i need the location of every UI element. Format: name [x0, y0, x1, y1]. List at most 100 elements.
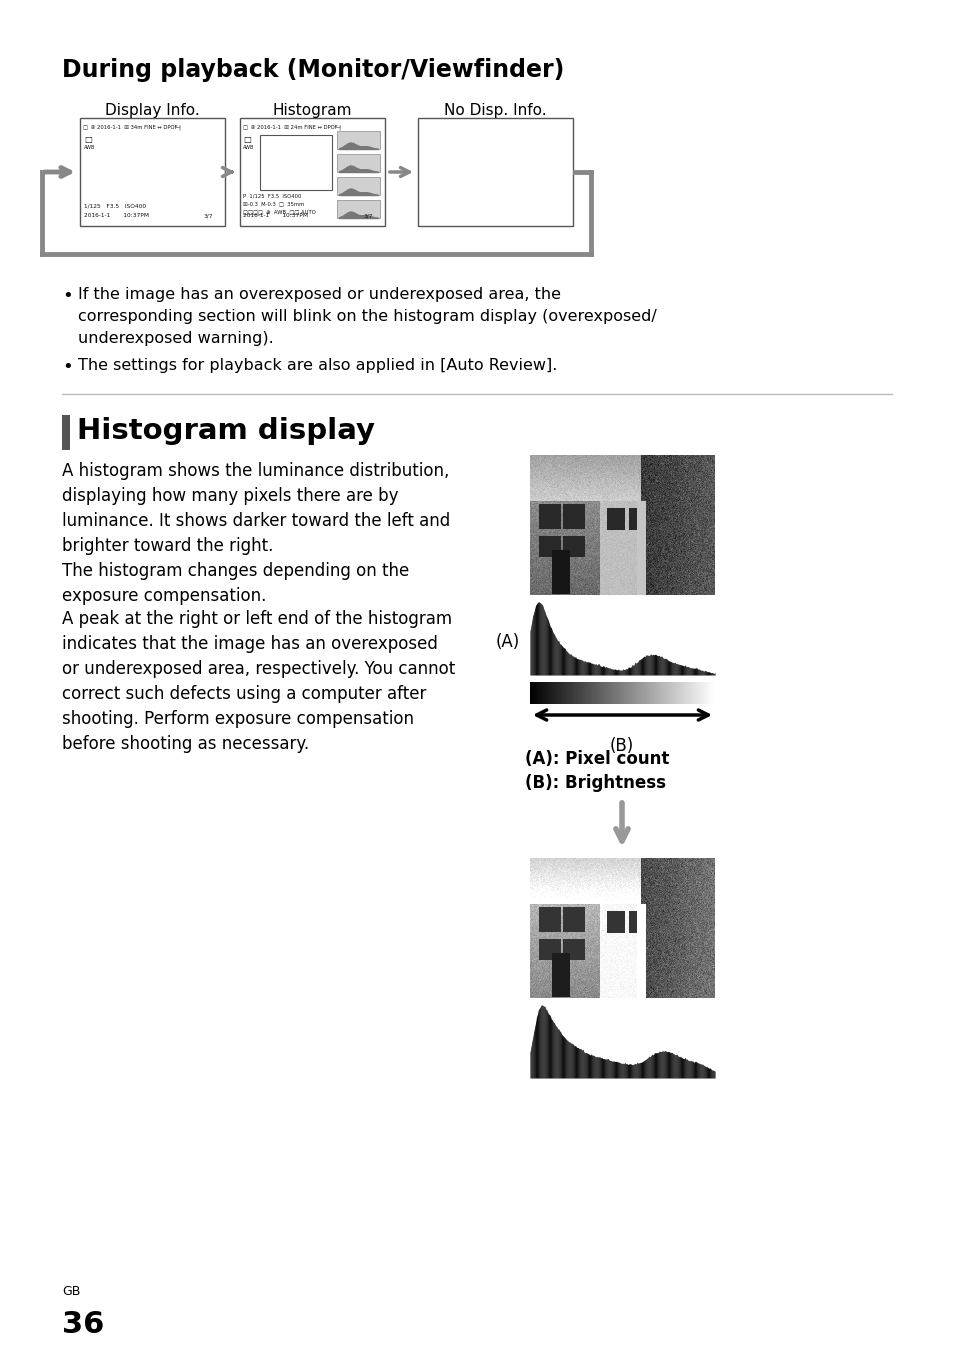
Bar [578, 682, 579, 703]
Text: brighter toward the right.: brighter toward the right. [62, 537, 274, 555]
Bar [669, 682, 670, 703]
Bar [553, 682, 554, 703]
Bar [533, 682, 535, 703]
Bar [536, 682, 537, 703]
Bar [660, 682, 662, 703]
Text: ☒-0.3  M-0.3  □  35mm: ☒-0.3 M-0.3 □ 35mm [243, 200, 304, 206]
Bar [588, 682, 589, 703]
Bar [613, 682, 614, 703]
Bar [532, 682, 534, 703]
Bar [603, 682, 605, 703]
Bar [683, 682, 684, 703]
Bar [568, 682, 570, 703]
Bar [609, 682, 610, 703]
Bar [546, 682, 548, 703]
Bar [543, 682, 545, 703]
Bar [557, 682, 558, 703]
Bar [634, 682, 636, 703]
Bar [556, 682, 557, 703]
Bar [707, 682, 708, 703]
Bar [629, 682, 631, 703]
Bar [530, 682, 531, 703]
Text: (A): Pixel count: (A): Pixel count [524, 751, 669, 768]
Bar [561, 682, 562, 703]
Bar [628, 682, 630, 703]
Bar [535, 682, 537, 703]
Bar [694, 682, 696, 703]
Bar [625, 682, 627, 703]
Bar [571, 682, 573, 703]
Bar [617, 682, 618, 703]
Bar [659, 682, 661, 703]
Text: Display Info.: Display Info. [105, 104, 199, 118]
Text: □  ④ 2016-1-1  ☒ 24m FINE ↔ DPOF ̶̶̶|̶̶̶: □ ④ 2016-1-1 ☒ 24m FINE ↔ DPOF ̶̶̶|̶̶̶ [243, 125, 340, 130]
Bar [565, 682, 567, 703]
Text: The settings for playback are also applied in [Auto Review].: The settings for playback are also appli… [78, 358, 557, 373]
Text: P  1/125  F3.5  ISO400: P 1/125 F3.5 ISO400 [243, 192, 301, 198]
Bar [691, 682, 693, 703]
Bar [569, 682, 571, 703]
Bar [531, 682, 532, 703]
Bar [688, 682, 690, 703]
Bar [615, 682, 616, 703]
Bar [62, 416, 70, 451]
Bar [575, 682, 577, 703]
Bar [602, 682, 604, 703]
Text: No Disp. Info.: No Disp. Info. [443, 104, 546, 118]
Bar [610, 682, 611, 703]
Bar [554, 682, 555, 703]
Bar [633, 682, 635, 703]
Bar [601, 682, 603, 703]
Bar [683, 682, 685, 703]
Bar [681, 682, 682, 703]
Text: AWB: AWB [84, 145, 95, 151]
Bar [80, 118, 225, 226]
Bar [542, 682, 544, 703]
Bar [643, 682, 644, 703]
Bar [627, 682, 629, 703]
Bar [664, 682, 666, 703]
Bar [591, 682, 592, 703]
Text: 3/7: 3/7 [203, 213, 213, 218]
Text: 2016-1-1       10:37PM: 2016-1-1 10:37PM [243, 213, 308, 218]
Bar [576, 682, 578, 703]
Bar [621, 682, 622, 703]
Bar [632, 682, 634, 703]
Bar [549, 682, 550, 703]
Bar [642, 682, 643, 703]
Bar [589, 682, 590, 703]
Bar [668, 682, 669, 703]
Bar [710, 682, 711, 703]
Bar [336, 130, 379, 149]
Bar [684, 682, 686, 703]
Bar [552, 682, 553, 703]
Bar [587, 682, 588, 703]
Text: shooting. Perform exposure compensation: shooting. Perform exposure compensation [62, 710, 414, 728]
Text: GB: GB [62, 1284, 80, 1298]
Bar [623, 682, 625, 703]
Bar [555, 682, 556, 703]
Bar [537, 682, 539, 703]
Bar [573, 682, 575, 703]
Text: luminance. It shows darker toward the left and: luminance. It shows darker toward the le… [62, 512, 450, 530]
Bar [649, 682, 650, 703]
Text: underexposed warning).: underexposed warning). [78, 331, 274, 346]
Bar [695, 682, 697, 703]
Bar [240, 118, 385, 226]
Bar [604, 682, 606, 703]
Text: The histogram changes depending on the: The histogram changes depending on the [62, 562, 409, 580]
Bar [544, 682, 546, 703]
Bar [648, 682, 649, 703]
Bar [693, 682, 695, 703]
Bar [608, 682, 609, 703]
Text: correct such defects using a computer after: correct such defects using a computer af… [62, 685, 426, 703]
Bar [713, 682, 714, 703]
Text: indicates that the image has an overexposed: indicates that the image has an overexpo… [62, 635, 437, 654]
Bar [653, 682, 654, 703]
Text: or underexposed area, respectively. You cannot: or underexposed area, respectively. You … [62, 660, 455, 678]
Bar [595, 682, 597, 703]
Text: A histogram shows the luminance distribution,: A histogram shows the luminance distribu… [62, 461, 449, 480]
Bar [548, 682, 549, 703]
Bar [673, 682, 674, 703]
Bar [698, 682, 700, 703]
